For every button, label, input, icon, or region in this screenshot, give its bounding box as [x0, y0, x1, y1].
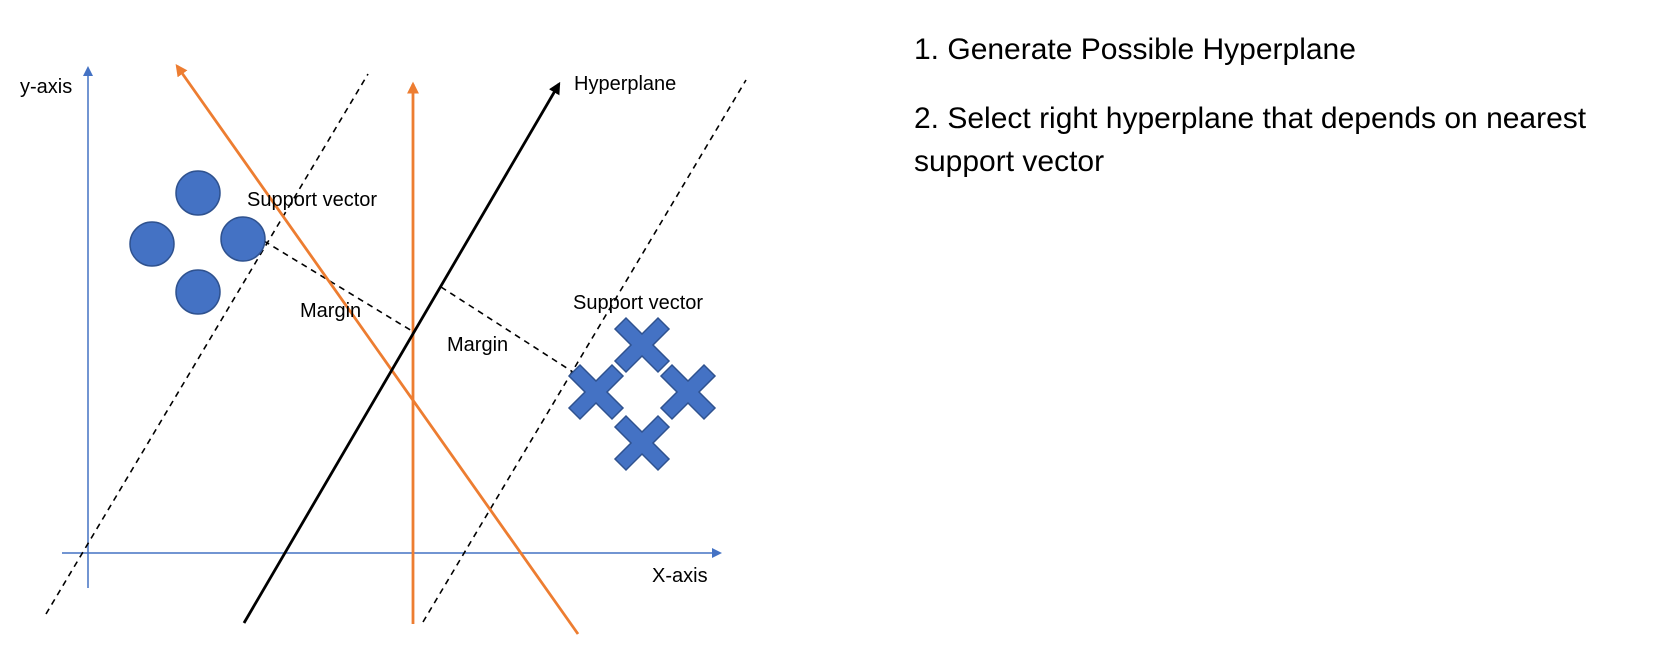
y-axis-label: y-axis — [20, 76, 72, 98]
hyperplane-label: Hyperplane — [574, 73, 676, 95]
class-a-point — [175, 269, 221, 315]
support-vector-label-crosses: Support vector — [573, 292, 703, 314]
step-2-text: 2. Select right hyperplane that depends … — [914, 102, 1587, 178]
support-vector-circle — [220, 216, 266, 262]
margin-label-left: Margin — [300, 300, 361, 322]
support-vector-label-circles: Support vector — [247, 189, 377, 211]
class-a-point — [175, 170, 221, 216]
class-b-point — [613, 414, 671, 472]
optimal-hyperplane — [242, 81, 561, 624]
margin-distance-left — [263, 240, 413, 332]
class-a-point — [129, 221, 175, 267]
support-vector-cross — [567, 363, 625, 421]
margin-label-right: Margin — [447, 334, 508, 356]
margin-distance-right — [440, 286, 577, 375]
class-b-point — [613, 316, 671, 374]
class-b-points — [567, 316, 717, 472]
step-1-text: 1. Generate Possible Hyperplane — [914, 33, 1356, 66]
steps-list: 1. Generate Possible Hyperplane 2. Selec… — [914, 28, 1634, 209]
class-a-points — [129, 170, 266, 315]
x-axis-label: X-axis — [652, 565, 708, 587]
candidate-hyperplane-diagonal — [175, 64, 580, 635]
class-b-point — [659, 363, 717, 421]
margin-boundary-left — [45, 73, 369, 615]
